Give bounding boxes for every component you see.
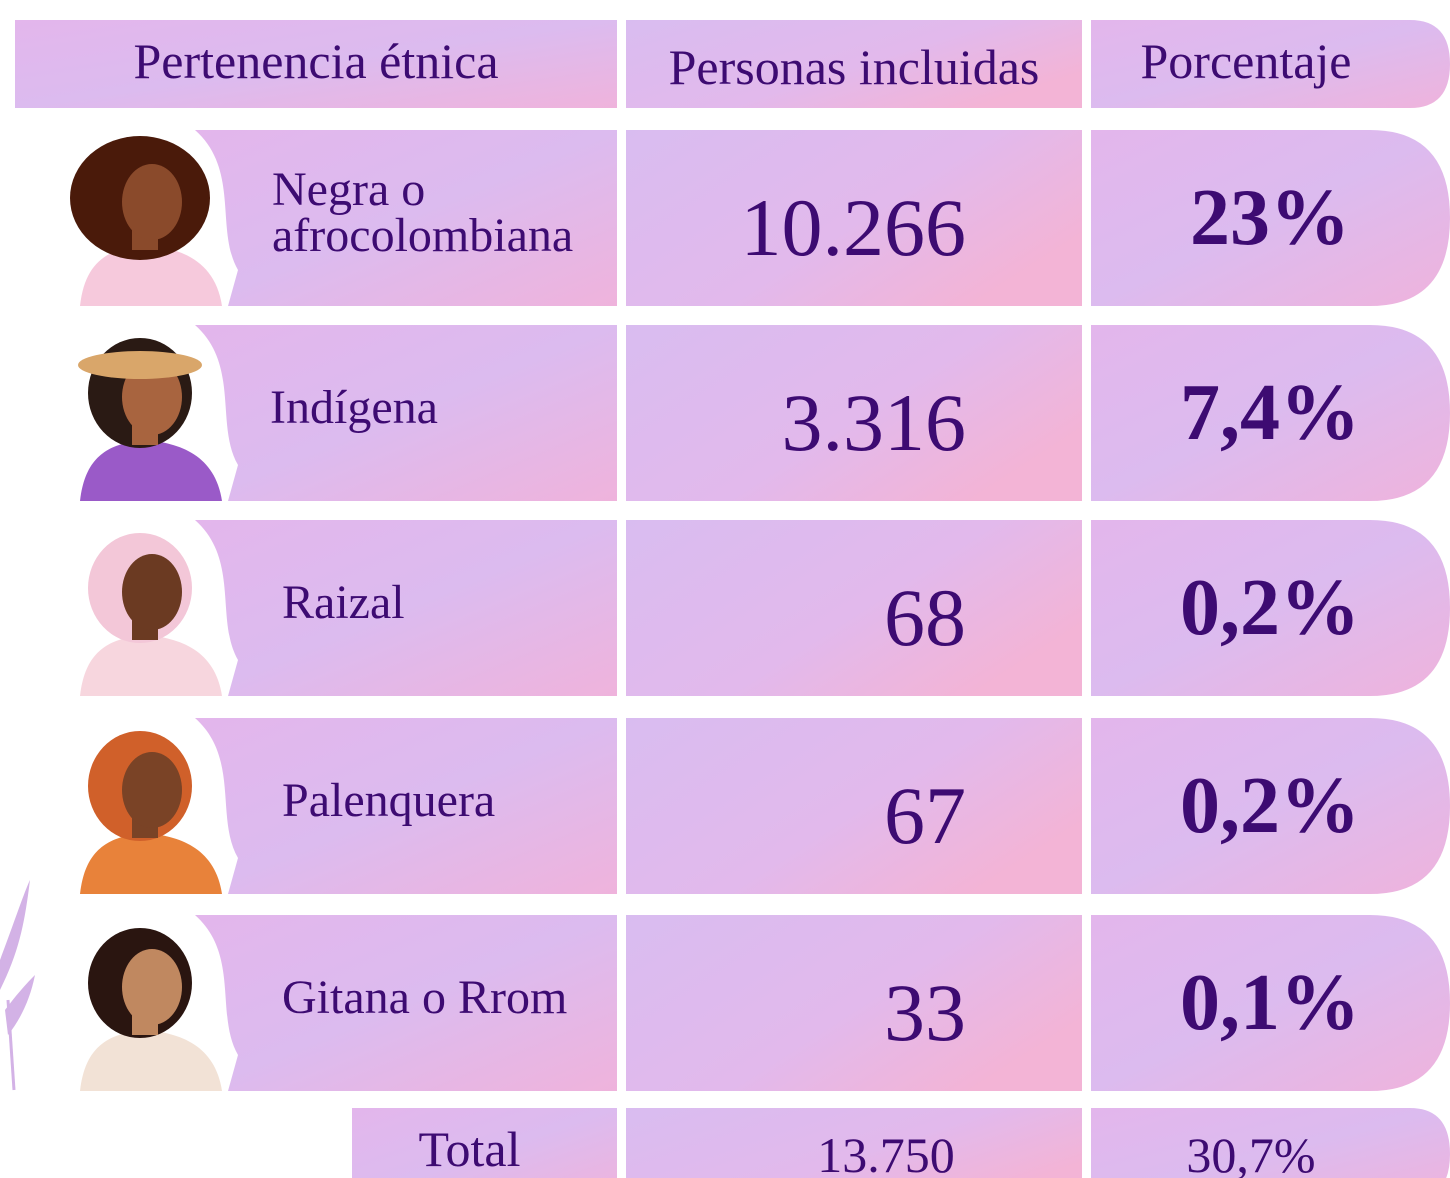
row-cell	[195, 520, 617, 696]
leaf-decoration	[0, 880, 35, 1091]
total-cell	[1091, 1108, 1450, 1178]
total-cell	[352, 1108, 617, 1178]
portrait-body	[80, 440, 222, 501]
row-cell	[1091, 130, 1450, 306]
total-count: 13.750	[817, 1127, 955, 1178]
ethnicity-label: Palenquera	[282, 774, 496, 828]
portrait-face	[122, 752, 182, 828]
portrait	[80, 533, 222, 696]
row-cell	[1091, 325, 1450, 501]
portrait-body	[80, 1030, 222, 1091]
row-cell	[626, 520, 1082, 696]
row-cell	[195, 130, 617, 306]
header-text: Porcentaje	[1140, 33, 1352, 89]
portrait	[80, 731, 222, 894]
row-cell	[1091, 915, 1450, 1091]
header-text: Pertenencia étnica	[133, 33, 499, 89]
row-cell	[626, 915, 1082, 1091]
row-cell	[195, 915, 617, 1091]
percent-value: 23%	[1190, 173, 1350, 262]
total-label: Total	[418, 1121, 521, 1177]
percent-value: 0,1%	[1180, 958, 1360, 1047]
ethnicity-label: Negra o afrocolombiana	[272, 163, 574, 262]
count-value: 33	[884, 967, 966, 1058]
total-percent: 30,7%	[1186, 1127, 1316, 1178]
row-cell	[1091, 520, 1450, 696]
header-cell	[1091, 20, 1450, 108]
portrait-body	[80, 245, 222, 306]
ethnicity-label: Gitana o Rrom	[282, 971, 568, 1025]
portrait-face	[122, 554, 182, 630]
portrait	[78, 338, 222, 501]
row-cell	[1091, 718, 1450, 894]
count-value: 67	[884, 770, 966, 861]
count-value: 68	[884, 572, 966, 663]
portrait-face	[122, 949, 182, 1025]
row-cell	[195, 718, 617, 894]
portrait-face	[122, 164, 182, 240]
row-cell	[626, 325, 1082, 501]
total-cell	[626, 1108, 1082, 1178]
ethnicity-label: Indígena	[270, 381, 438, 435]
row-cell	[626, 130, 1082, 306]
percent-value: 0,2%	[1180, 761, 1360, 850]
header-text: Personas incluidas	[668, 39, 1040, 95]
percent-value: 7,4%	[1180, 368, 1360, 457]
ethnicity-label: Raizal	[282, 576, 405, 630]
portrait	[70, 136, 222, 306]
row-cell	[626, 718, 1082, 894]
header-cell	[15, 20, 617, 108]
count-value: 10.266	[740, 182, 967, 273]
header-cell	[626, 20, 1082, 108]
portrait-hat	[78, 351, 202, 379]
count-value: 3.316	[781, 377, 967, 468]
portrait-body	[80, 635, 222, 696]
portrait-body	[80, 833, 222, 894]
row-cell	[195, 325, 617, 501]
portrait	[80, 928, 222, 1091]
percent-value: 0,2%	[1180, 563, 1360, 652]
